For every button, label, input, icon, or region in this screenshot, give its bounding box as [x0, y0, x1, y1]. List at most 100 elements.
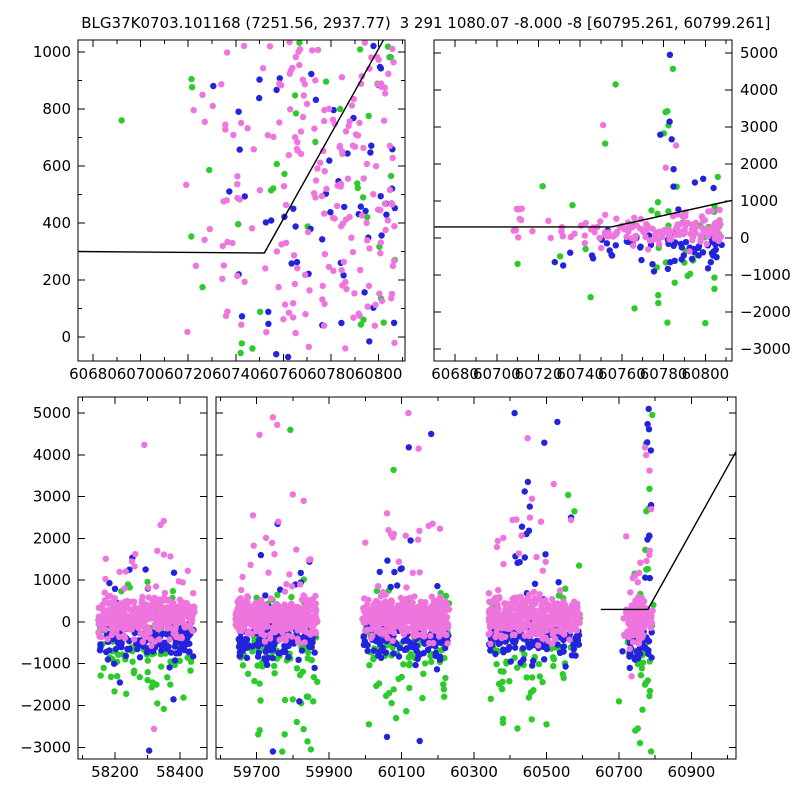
data-point-violet: [487, 640, 494, 648]
data-point-green: [441, 693, 448, 700]
data-point-green: [387, 54, 394, 61]
data-point-blue: [171, 643, 179, 650]
data-point-violet: [190, 590, 197, 597]
x-tick-label: 60740: [556, 365, 604, 383]
data-point-violet: [628, 224, 636, 231]
data-point-violet: [281, 588, 289, 595]
data-point-blue: [487, 647, 494, 654]
data-point-violet: [667, 234, 674, 241]
data-point-violet: [486, 621, 494, 628]
data-point-violet: [378, 297, 386, 305]
data-point-violet: [366, 245, 373, 252]
data-point-blue: [159, 641, 166, 648]
data-point-violet: [333, 202, 341, 210]
data-point-violet: [389, 262, 397, 270]
data-point-violet: [265, 569, 272, 576]
data-point-green: [354, 180, 361, 187]
data-point-green: [365, 721, 373, 728]
data-point-violet: [627, 631, 634, 639]
x-tick-label: 60780: [307, 365, 355, 383]
data-point-green: [631, 305, 638, 312]
data-point-violet: [245, 606, 253, 614]
data-point-violet: [286, 621, 294, 628]
data-point-violet: [364, 626, 371, 633]
data-point-green: [206, 166, 213, 174]
data-point-violet: [260, 611, 267, 618]
data-point-blue: [664, 265, 672, 273]
data-point-violet: [264, 132, 272, 139]
data-point-violet: [369, 632, 376, 639]
data-point-blue: [265, 320, 272, 327]
data-point-blue: [371, 647, 378, 654]
data-point-violet: [267, 595, 275, 602]
data-point-blue: [311, 649, 318, 656]
data-point-violet: [293, 546, 300, 553]
data-point-blue: [262, 219, 270, 226]
data-point-violet: [614, 228, 621, 235]
data-point-violet: [547, 234, 554, 242]
data-point-blue: [296, 698, 303, 705]
data-point-blue: [163, 631, 171, 638]
data-point-green: [274, 591, 281, 598]
data-point-violet: [630, 242, 637, 249]
data-point-blue: [190, 653, 197, 660]
data-point-blue: [368, 142, 375, 149]
data-point-violet: [416, 527, 423, 534]
data-point-green: [655, 299, 662, 307]
data-point-violet: [360, 144, 367, 152]
data-point-violet: [110, 614, 117, 621]
data-point-violet: [271, 551, 278, 558]
data-point-green: [395, 675, 402, 683]
data-point-violet: [488, 612, 496, 619]
data-point-green: [514, 260, 521, 268]
data-point-blue: [112, 645, 120, 653]
data-point-violet: [286, 571, 293, 578]
data-point-violet: [515, 234, 522, 241]
data-point-blue: [357, 203, 364, 210]
data-point-violet: [285, 151, 292, 159]
data-point-violet: [528, 495, 536, 502]
data-point-blue: [363, 641, 370, 648]
data-point-green: [160, 705, 167, 713]
data-point-violet: [548, 608, 556, 615]
data-point-violet: [581, 240, 588, 247]
data-point-violet: [378, 612, 385, 620]
data-point-green: [442, 592, 450, 600]
data-point-green: [111, 688, 118, 695]
y-tick-label: −2000: [740, 303, 791, 321]
data-point-violet: [141, 612, 148, 619]
x-tick-label: 59900: [305, 763, 353, 781]
data-point-violet: [531, 610, 538, 618]
data-point-violet: [321, 251, 329, 258]
data-point-violet: [253, 627, 260, 635]
data-point-violet: [346, 118, 353, 125]
data-point-violet: [418, 631, 425, 638]
data-point-blue: [241, 193, 248, 200]
data-point-green: [310, 698, 317, 705]
data-point-blue: [512, 637, 519, 645]
data-point-green: [296, 671, 304, 679]
data-point-violet: [385, 70, 392, 78]
data-point-green: [565, 491, 572, 499]
data-point-violet: [623, 533, 630, 540]
data-point-blue: [338, 319, 345, 327]
data-point-green: [255, 731, 262, 738]
data-point-green: [357, 321, 365, 328]
data-point-green: [188, 233, 195, 240]
data-point-blue: [700, 175, 707, 182]
data-point-green: [714, 173, 721, 181]
data-point-blue: [511, 409, 518, 417]
data-point-violet: [351, 143, 359, 150]
data-point-green: [638, 665, 645, 672]
data-point-blue: [627, 650, 634, 658]
data-point-violet: [259, 65, 267, 72]
data-point-blue: [284, 353, 292, 361]
data-point-blue: [567, 249, 574, 256]
data-point-violet: [257, 596, 265, 604]
subplot-title-left: BLG37K0703.101168 (7251.56, 2937.77): [81, 14, 391, 32]
data-point-green: [711, 274, 718, 281]
data-point-violet: [234, 181, 241, 188]
data-point-green: [530, 687, 537, 694]
